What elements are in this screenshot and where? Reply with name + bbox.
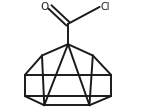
- Text: O: O: [40, 2, 48, 12]
- Text: Cl: Cl: [100, 2, 110, 12]
